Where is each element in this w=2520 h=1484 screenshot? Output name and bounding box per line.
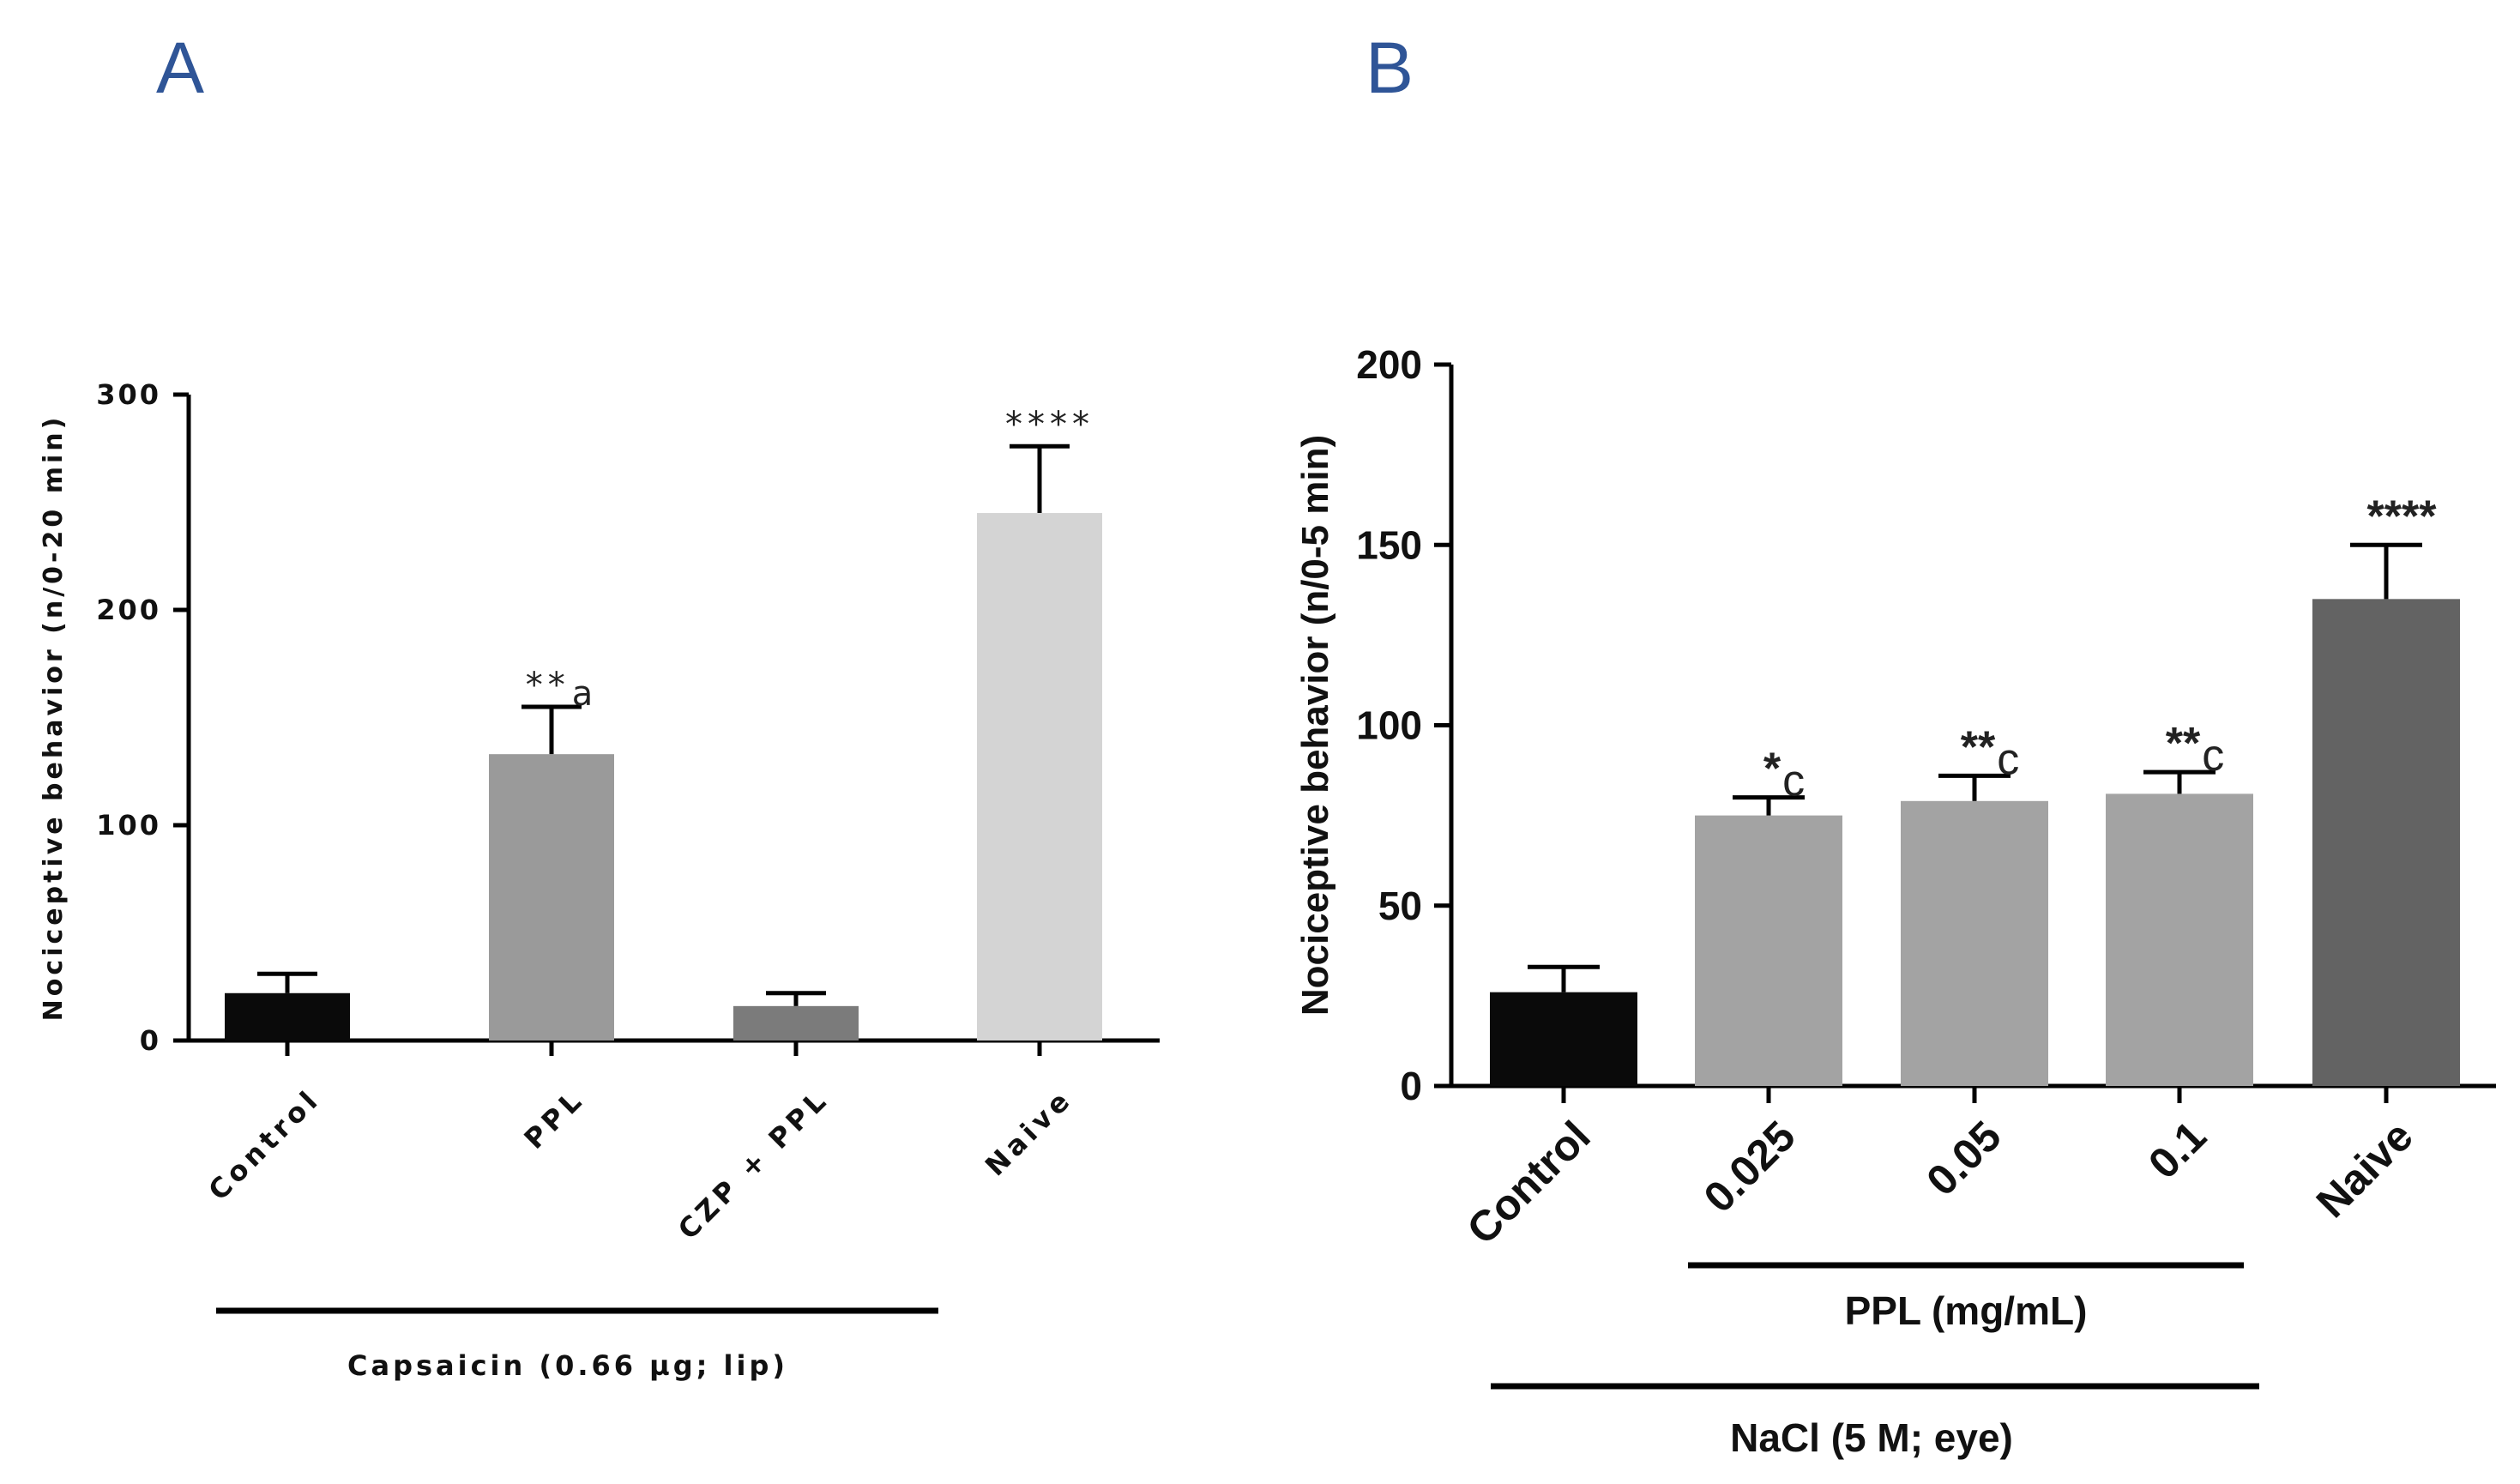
significance-letter: c — [2202, 731, 2224, 781]
y-tick-label: 100 — [96, 809, 161, 842]
significance-stars: **** — [1005, 405, 1094, 444]
y-tick-label: 200 — [96, 594, 161, 626]
x-tick-label: PPL — [518, 1083, 591, 1155]
y-tick-label: 100 — [1356, 703, 1422, 748]
y-tick-label: 0 — [1400, 1064, 1422, 1108]
y-tick-label: 150 — [1356, 522, 1422, 567]
bar — [489, 754, 614, 1041]
x-tick-label: CZP + PPL — [672, 1083, 835, 1246]
bar — [1695, 815, 1842, 1086]
significance-letter: c — [1997, 734, 2019, 784]
y-tick-label: 200 — [1356, 342, 1422, 387]
significance-stars: ** — [526, 666, 570, 705]
y-axis-label: Nociceptive behavior (n/0-5 min) — [1294, 435, 1336, 1016]
significance-label: **** — [2367, 492, 2438, 541]
bar — [977, 513, 1102, 1041]
y-tick-label: 0 — [140, 1024, 161, 1057]
group-label: Capsaicin (0.66 µg; lip) — [347, 1349, 788, 1382]
x-tick-label: 0.05 — [1917, 1112, 2010, 1204]
significance-label: *c — [1763, 745, 1805, 806]
significance-stars: **** — [2367, 492, 2438, 541]
bar — [733, 1005, 859, 1041]
significance-label: **** — [1005, 405, 1094, 444]
significance-letter: c — [1782, 757, 1805, 806]
significance-stars: * — [1763, 745, 1781, 794]
x-tick-label: Naive — [2307, 1112, 2422, 1227]
x-tick-label: 0.1 — [2139, 1112, 2216, 1188]
significance-label: **c — [2166, 719, 2224, 781]
significance-stars: ** — [2166, 719, 2201, 769]
group-label: NaCl (5 M; eye) — [1730, 1415, 2013, 1460]
y-axis-label: Nociceptive behavior (n/0-20 min) — [39, 414, 69, 1022]
bar — [2106, 793, 2253, 1086]
panel-label-a: A — [156, 27, 204, 108]
bar — [1490, 992, 1637, 1086]
x-tick-label: 0.025 — [1695, 1112, 1805, 1222]
bar — [225, 992, 350, 1041]
x-tick-label: Naive — [979, 1083, 1079, 1183]
y-tick-label: 50 — [1378, 884, 1422, 928]
significance-stars: ** — [1961, 722, 1996, 772]
x-tick-label: Control — [202, 1083, 327, 1207]
chart-a: 0 100 200 300 Nociceptive behavior (n/0-20 m… — [39, 378, 1160, 1382]
y-tick-label: 300 — [96, 378, 161, 411]
significance-label: **a — [526, 666, 599, 714]
chart-b: 0 50 100 150 200 Nociceptive behavior (n/0-5 … — [1294, 342, 2496, 1460]
significance-label: **c — [1961, 722, 2019, 784]
bar — [2312, 599, 2460, 1086]
panel-label-b: B — [1366, 27, 1414, 108]
subgroup-label: PPL (mg/mL) — [1845, 1288, 2088, 1333]
bar — [1901, 800, 2048, 1086]
significance-letter: a — [572, 674, 599, 714]
x-tick-label: Control — [1458, 1112, 1600, 1253]
